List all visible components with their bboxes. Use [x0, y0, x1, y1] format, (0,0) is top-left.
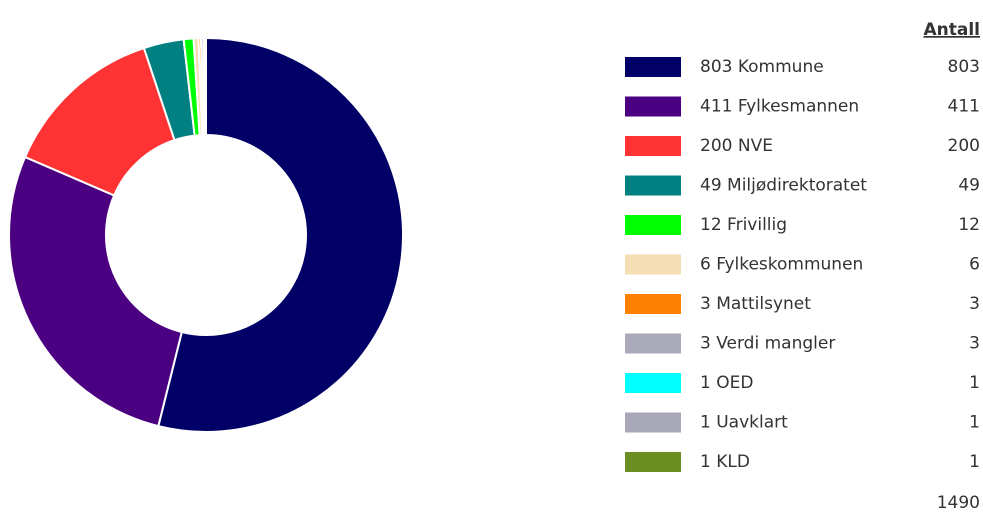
legend-value: 6 — [969, 255, 980, 275]
legend-label: 12 Frivillig — [700, 215, 787, 235]
legend-label: 803 Kommune — [700, 57, 824, 77]
legend-swatch — [625, 452, 681, 472]
legend-value: 3 — [969, 334, 980, 354]
legend-value: 1 — [969, 452, 980, 472]
legend-label: 411 Fylkesmannen — [700, 97, 859, 117]
legend-label: 200 NVE — [700, 136, 773, 156]
slice — [157, 36, 404, 433]
legend-label: 1 KLD — [700, 452, 750, 472]
legend-swatch — [625, 96, 681, 117]
legend-swatch — [625, 175, 681, 196]
slice — [204, 36, 207, 137]
legend-swatch — [625, 136, 681, 156]
legend-value: 49 — [958, 176, 980, 196]
total: 1490 — [937, 493, 980, 513]
legend-label: 1 Uavklart — [700, 413, 788, 433]
legend-value: 1 — [969, 413, 980, 433]
column-header: Antall — [923, 20, 980, 40]
legend-swatch — [625, 294, 681, 314]
legend-label: 6 Fylkeskommunen — [700, 255, 863, 275]
legend-swatch — [625, 412, 681, 433]
legend-label: 3 Mattilsynet — [700, 294, 811, 314]
legend-value: 200 — [948, 136, 980, 156]
legend-label: 49 Miljødirektoratet — [700, 176, 867, 196]
legend-value: 411 — [948, 97, 980, 117]
legend-value: 1 — [969, 373, 980, 393]
legend-swatch — [625, 57, 681, 77]
legend-value: 3 — [969, 294, 980, 314]
legend-value: 12 — [958, 215, 980, 235]
legend-value: 803 — [948, 57, 980, 77]
legend-swatch — [625, 215, 681, 235]
slice — [8, 155, 183, 428]
legend-label: 3 Verdi mangler — [700, 334, 835, 354]
legend-swatch — [625, 373, 681, 393]
legend-label: 1 OED — [700, 373, 753, 393]
legend-swatch — [625, 333, 681, 354]
legend-swatch — [625, 254, 681, 275]
